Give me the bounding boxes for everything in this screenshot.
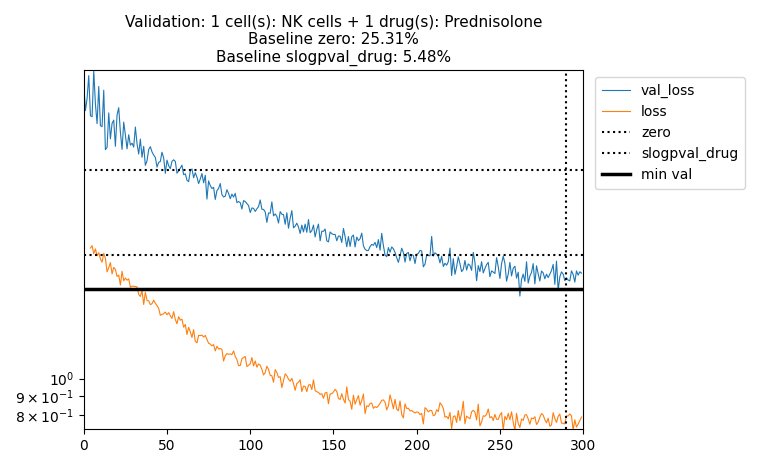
min val bbox=[79, 286, 88, 292]
loss bbox=[530, 414, 540, 419]
loss bbox=[577, 414, 586, 420]
val_loss bbox=[500, 261, 509, 266]
Legend: val_loss, loss, zero, slogpval_drug, min val: val_loss, loss, zero, slogpval_drug, min… bbox=[595, 77, 745, 189]
val_loss bbox=[377, 230, 387, 236]
val_loss bbox=[515, 293, 524, 299]
loss bbox=[375, 401, 384, 406]
slogpval_drug bbox=[79, 252, 88, 257]
val_loss bbox=[386, 249, 395, 255]
val_loss bbox=[533, 271, 543, 277]
slogpval_drug bbox=[81, 252, 90, 257]
loss bbox=[374, 403, 383, 409]
zero bbox=[81, 167, 90, 173]
min val bbox=[81, 286, 90, 292]
Title: Validation: 1 cell(s): NK cells + 1 drug(s): Prednisolone
Baseline zero: 25.31%
: Validation: 1 cell(s): NK cells + 1 drug… bbox=[125, 15, 542, 66]
val_loss bbox=[89, 68, 98, 73]
val_loss bbox=[79, 82, 88, 88]
val_loss bbox=[81, 108, 90, 113]
loss bbox=[384, 403, 393, 409]
zero bbox=[79, 167, 88, 173]
Line: loss: loss bbox=[91, 246, 581, 431]
val_loss bbox=[375, 247, 384, 253]
loss bbox=[498, 427, 508, 433]
Line: val_loss: val_loss bbox=[84, 71, 581, 296]
val_loss bbox=[577, 271, 586, 276]
